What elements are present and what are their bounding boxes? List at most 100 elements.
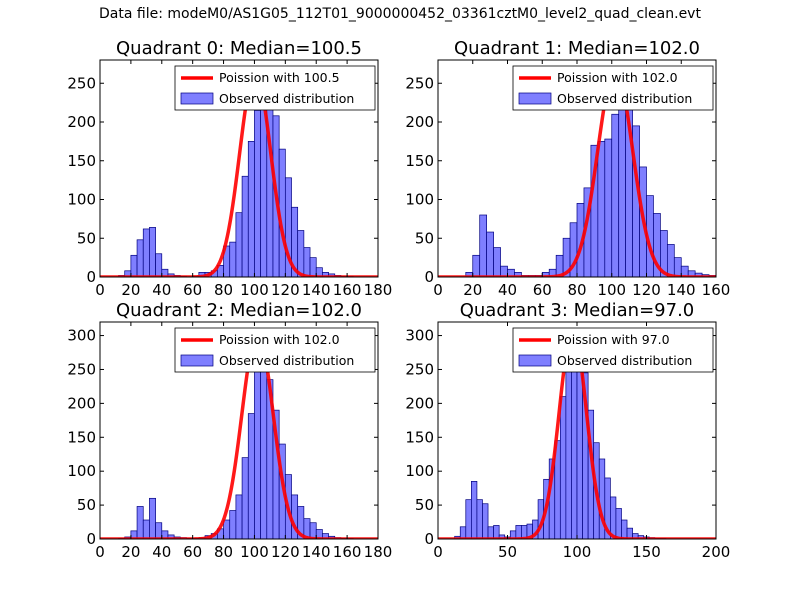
chart-title: Quadrant 1: Median=102.0	[454, 38, 700, 59]
histogram-bar	[621, 519, 628, 539]
histogram-bar	[149, 497, 156, 539]
histogram-bar	[471, 481, 478, 539]
x-tick-label: 60	[183, 543, 202, 561]
histogram-bar	[565, 352, 572, 539]
x-tick-label: 120	[271, 281, 300, 299]
histogram-bar	[493, 525, 500, 539]
x-tick-label: 50	[498, 543, 517, 561]
quadrant-3-group: Quadrant 3: Median=97.0 0 50 100 150 200 0 50 10…	[405, 300, 730, 561]
histogram-bar	[515, 525, 522, 539]
legend-bar-label: Observed distribution	[557, 91, 692, 106]
y-tick-label: 100	[67, 462, 96, 480]
histogram-bar	[266, 84, 274, 277]
x-tick-label: 20	[121, 281, 140, 299]
x-tick-label: 140	[302, 543, 331, 561]
x-tick-label: 40	[152, 543, 171, 561]
x-tick-label: 200	[702, 543, 731, 561]
x-tick-label: 160	[333, 281, 362, 299]
histogram-bar	[247, 141, 255, 277]
histogram-bar	[142, 519, 150, 539]
y-tick-label: 250	[405, 74, 434, 92]
histogram-bar	[459, 526, 467, 539]
legend-bar-label: Observed distribution	[219, 91, 354, 106]
histogram-bar	[479, 214, 488, 277]
y-tick-label: 100	[405, 191, 434, 209]
y-tick-label: 200	[405, 113, 434, 131]
x-tick-label: 140	[302, 281, 331, 299]
y-tick-label: 0	[86, 530, 96, 548]
histogram-bar	[303, 247, 311, 277]
histogram-bar	[136, 506, 144, 539]
histogram-bar	[254, 365, 261, 539]
figure-title: Data file: modeM0/AS1G05_112T01_90000004…	[99, 6, 701, 22]
y-tick-label: 300	[405, 327, 434, 345]
quadrant-0-group: Quadrant 0: Median=100.50 20 40 60 80 100 120 1…	[67, 38, 392, 299]
x-tick-label: 0	[95, 543, 105, 561]
x-tick-label: 0	[433, 281, 443, 299]
x-tick-label: 0	[95, 281, 105, 299]
x-tick-label: 0	[433, 543, 443, 561]
x-tick-label: 180	[364, 543, 393, 561]
histogram-bar	[472, 254, 481, 277]
quadrant-1-group: Quadrant 1: Median=102.0 0 20 40 60 80 100 120 1…	[405, 38, 730, 299]
y-tick-label: 150	[67, 152, 96, 170]
histogram-bar	[136, 239, 144, 277]
quadrant-2-group: Quadrant 2: Median=102.00 20 40 60 80 100 120 1…	[67, 300, 392, 561]
y-tick-label: 250	[67, 74, 96, 92]
x-tick-label: 100	[240, 543, 269, 561]
x-tick-label: 160	[702, 281, 731, 299]
histogram-bar	[673, 257, 682, 277]
histogram-bar	[254, 110, 261, 277]
histogram-bar	[235, 212, 243, 277]
y-tick-label: 150	[405, 428, 434, 446]
histogram-bar	[487, 526, 494, 539]
histogram-bar	[615, 508, 622, 539]
y-tick-label: 0	[424, 268, 434, 286]
y-tick-label: 50	[415, 496, 434, 514]
x-tick-label: 140	[667, 281, 696, 299]
x-tick-label: 160	[333, 543, 362, 561]
histogram-bar	[482, 503, 489, 539]
y-tick-label: 300	[67, 327, 96, 345]
histogram-bar	[618, 98, 627, 277]
histogram-bar	[241, 457, 249, 539]
legend-line-label: Poission with 102.0	[557, 70, 678, 85]
y-tick-label: 0	[424, 530, 434, 548]
x-tick-label: 40	[498, 281, 517, 299]
y-tick-label: 100	[405, 462, 434, 480]
legend-bar-swatch	[180, 92, 214, 105]
histogram-bar	[476, 499, 483, 539]
legend-bar-swatch	[518, 354, 552, 367]
chart-title: Quadrant 3: Median=97.0	[460, 300, 695, 321]
histogram-bar	[597, 141, 606, 277]
legend: Poission with 102.0 Observed distribution	[174, 327, 376, 373]
histogram-bar	[309, 257, 317, 277]
legend-line-label: Poission with 100.5	[219, 70, 340, 85]
histogram-bar	[223, 519, 231, 539]
x-tick-label: 150	[632, 543, 661, 561]
x-tick-label: 120	[632, 281, 661, 299]
x-tick-label: 120	[271, 543, 300, 561]
chart-title: Quadrant 2: Median=102.0	[116, 300, 362, 321]
legend: Poission with 100.5 Observed distribution	[174, 65, 376, 111]
plot-frame	[99, 321, 379, 540]
histogram-bar	[241, 175, 249, 277]
histogram-bar	[666, 244, 675, 277]
histogram-bar	[229, 241, 237, 277]
legend: Poission with 97.0 Observed distribution	[512, 327, 714, 373]
legend-box	[512, 65, 714, 111]
x-tick-label: 180	[364, 281, 393, 299]
x-tick-label: 80	[214, 281, 233, 299]
legend-bar-label: Observed distribution	[219, 353, 354, 368]
y-tick-label: 50	[415, 229, 434, 247]
histogram-bar	[229, 510, 237, 539]
x-tick-label: 80	[567, 281, 586, 299]
y-tick-label: 200	[67, 113, 96, 131]
x-tick-label: 60	[183, 281, 202, 299]
x-tick-label: 100	[597, 281, 626, 299]
poisson-curve	[100, 69, 378, 277]
histogram-bar	[309, 522, 317, 539]
poisson-curve	[100, 330, 378, 539]
y-tick-label: 100	[67, 191, 96, 209]
y-tick-label: 0	[86, 268, 96, 286]
